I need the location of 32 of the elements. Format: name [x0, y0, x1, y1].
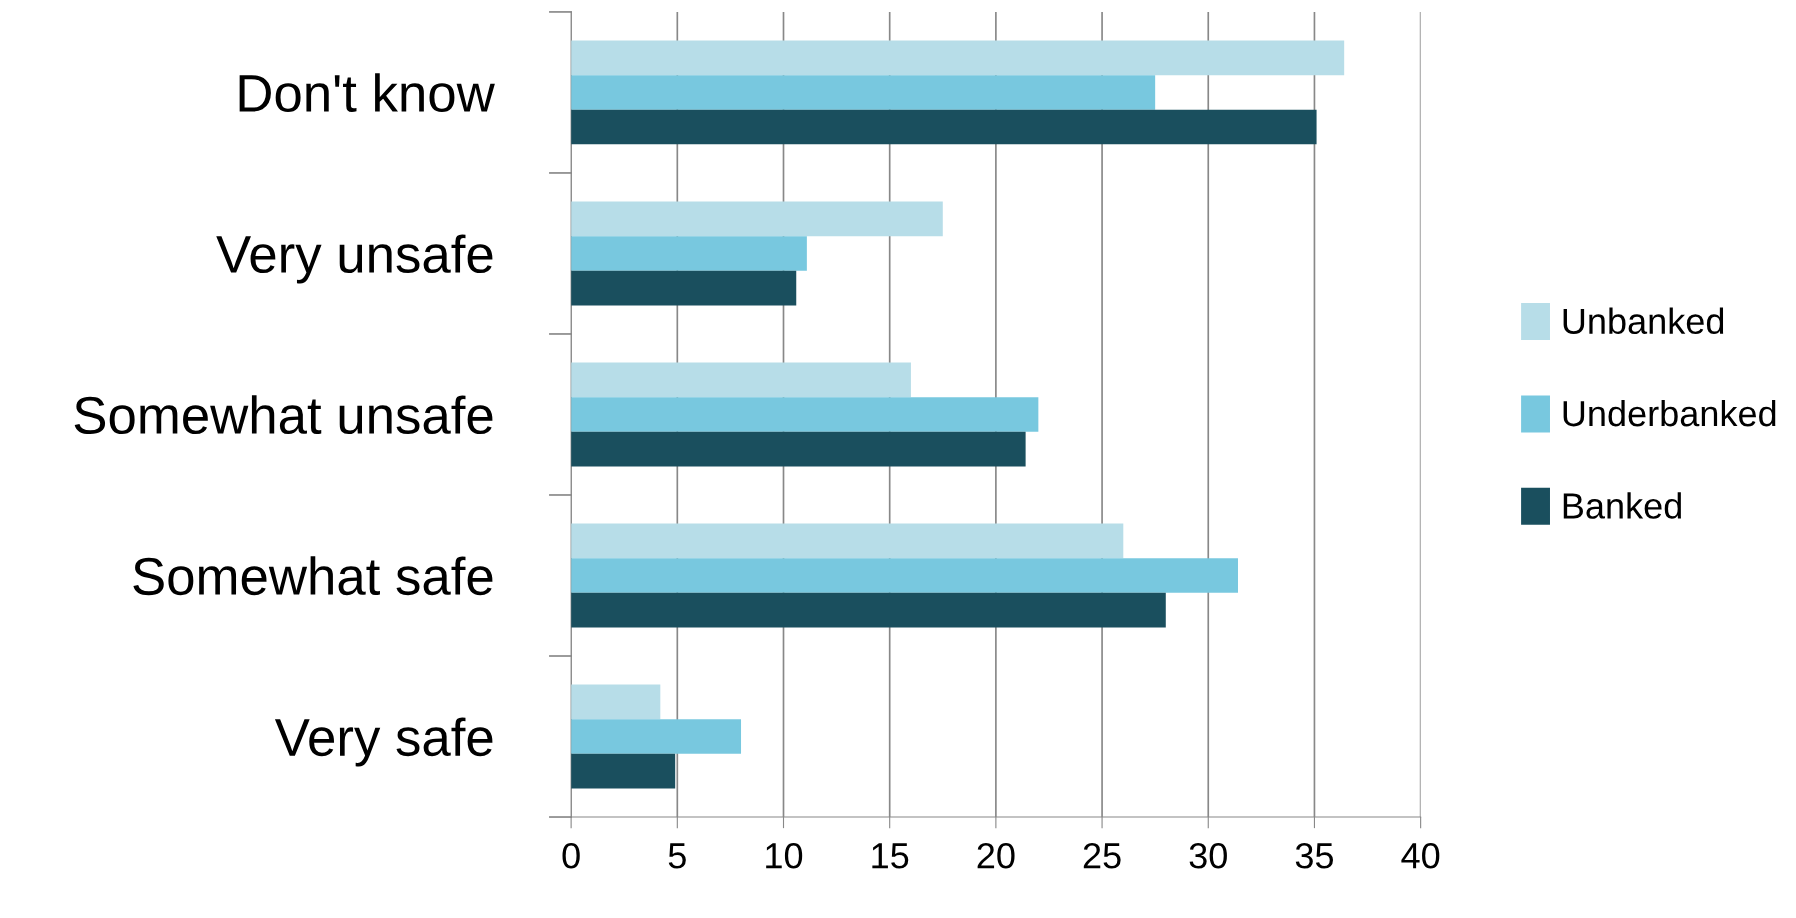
bar — [571, 109, 1317, 145]
y-tick-label: Don't know — [239, 73, 495, 113]
legend-label: Unbanked — [1563, 307, 1724, 335]
x-tick-label: 35 — [1295, 842, 1334, 869]
bar — [571, 75, 1156, 110]
x-tick-label: 5 — [668, 843, 686, 869]
x-tick-label: 10 — [766, 842, 803, 869]
bar — [571, 684, 661, 720]
x-tick-label: 0 — [562, 842, 580, 869]
y-tick-label: Very safe — [274, 717, 493, 767]
bar — [571, 236, 807, 271]
bar — [571, 362, 911, 398]
bar — [571, 523, 1124, 559]
y-tick-label: Very unsafe — [216, 234, 493, 284]
x-tick-label: 40 — [1401, 842, 1440, 869]
bar — [571, 592, 1166, 628]
x-tick-label: 20 — [977, 842, 1015, 869]
x-tick-label: 30 — [1189, 842, 1227, 869]
bar — [571, 719, 742, 754]
bar — [571, 270, 797, 306]
legend-label: Banked — [1563, 492, 1681, 519]
bar — [571, 40, 1345, 76]
bar — [571, 753, 676, 789]
bar — [571, 558, 1238, 593]
y-tick-label: Somewhat safe — [133, 556, 493, 596]
legend-label: Underbanked — [1563, 399, 1776, 427]
y-tick-label: Somewhat unsafe — [74, 395, 493, 435]
bar — [571, 397, 1039, 432]
bar — [571, 431, 1026, 467]
x-tick-label: 15 — [872, 843, 909, 869]
x-tick-label: 25 — [1083, 842, 1121, 869]
bar — [571, 201, 943, 237]
